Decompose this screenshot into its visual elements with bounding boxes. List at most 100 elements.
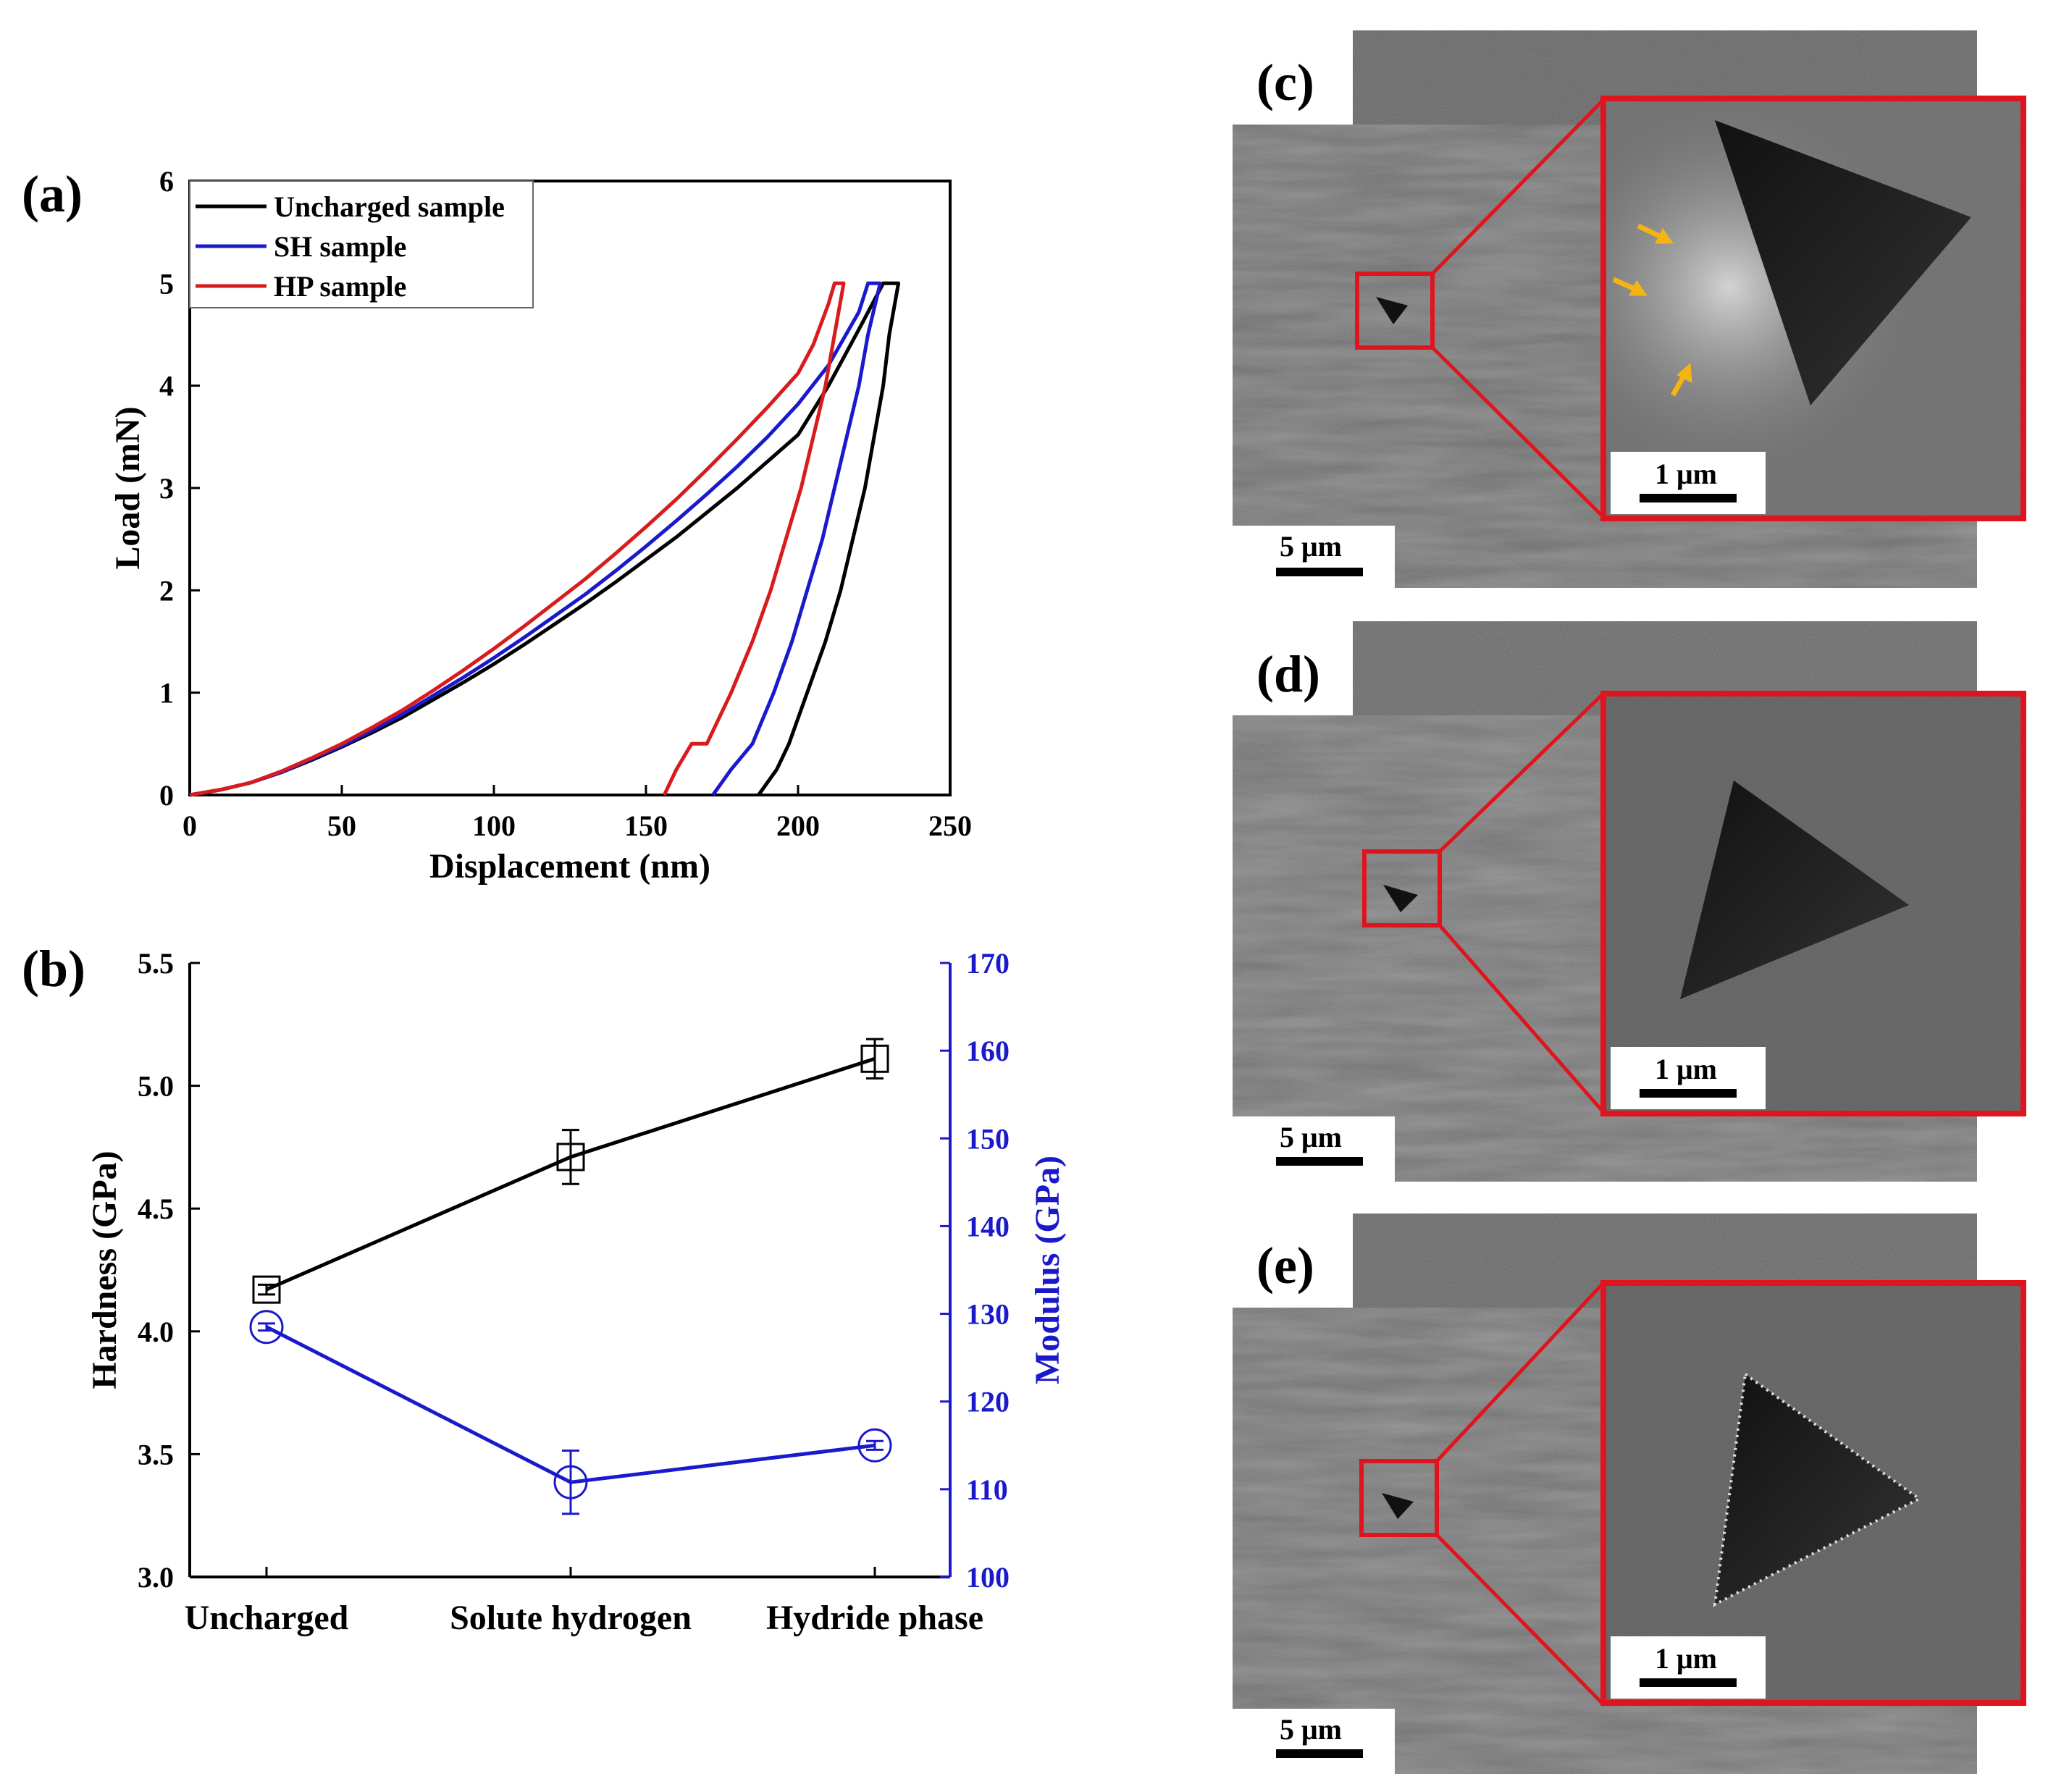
a-xtick-label-0: 0 — [182, 809, 197, 842]
panel-a-xlabel: Displacement (nm) — [429, 847, 710, 886]
sem-grain-c2 — [1233, 125, 1353, 588]
b-left-tick-label-2: 4.0 — [138, 1316, 174, 1348]
arrow-c3-icon — [1676, 362, 1692, 383]
scalebar-e-main-bg — [1233, 1709, 1395, 1774]
zoom-line-e1 — [1435, 1282, 1605, 1463]
a-curve-uncharged — [189, 281, 901, 797]
b-left-tick-label-5: 5.5 — [138, 947, 174, 980]
b-left-tick-label-4: 5.0 — [138, 1070, 174, 1103]
indent-d — [1383, 885, 1418, 912]
indent-c — [1376, 297, 1408, 324]
scalebar-d-inset-label: 1 μm — [1655, 1053, 1717, 1085]
panel-a-label: (a) — [22, 165, 83, 223]
b-point-modulus-0 — [249, 1310, 284, 1345]
legend-label-sh: SH sample — [274, 230, 406, 263]
arrow-c1-icon — [1655, 228, 1674, 244]
b-point-hardness-1 — [556, 1143, 585, 1171]
a-ytick-label-6: 6 — [159, 165, 174, 198]
indent-d-inset — [1680, 781, 1909, 999]
scalebar-d-inset-bg — [1611, 1047, 1766, 1109]
b-point-modulus-2 — [857, 1428, 892, 1463]
panel-b-left-label: Hardness (GPa) — [85, 1151, 124, 1389]
a-ytick-label-0: 0 — [159, 779, 174, 812]
a-curve-hp — [189, 281, 846, 797]
a-ytick-label-1: 1 — [159, 677, 174, 710]
a-xtick-label-1: 50 — [327, 809, 356, 842]
zoom-line-d2 — [1438, 924, 1605, 1114]
b-left-tick-label-1: 3.5 — [138, 1438, 174, 1471]
scalebar-d-main-label: 5 μm — [1280, 1121, 1342, 1153]
zoom-line-d1 — [1438, 692, 1605, 853]
b-category-label-0: Uncharged — [185, 1599, 349, 1637]
panel-b-series — [249, 1038, 892, 1515]
inset-c-border — [1600, 96, 2026, 521]
scalebar-e-main-label: 5 μm — [1280, 1713, 1342, 1746]
b-right-tick-label-0: 100 — [966, 1561, 1010, 1594]
scalebar-e-main-bar — [1276, 1749, 1363, 1758]
panel-e-label: (e) — [1256, 1237, 1314, 1295]
roi-box-e — [1359, 1459, 1439, 1537]
roi-box-d — [1362, 849, 1442, 927]
b-right-tick-label-6: 160 — [966, 1035, 1010, 1067]
b-category-label-1: Solute hydrogen — [450, 1599, 692, 1637]
b-left-tick-label-0: 3.0 — [138, 1561, 174, 1594]
panel-a-curves — [189, 281, 901, 797]
panel-a-ylabel: Load (mN) — [109, 406, 147, 569]
scalebar-c-inset-bg — [1611, 452, 1766, 514]
b-left-tick-label-3: 4.5 — [138, 1192, 174, 1225]
a-curve-sh — [189, 281, 882, 797]
inset-d-border — [1600, 691, 2026, 1116]
a-xtick-label-2: 100 — [472, 809, 516, 842]
zoom-line-c1 — [1431, 98, 1605, 275]
b-point-hardness-2 — [860, 1044, 889, 1073]
inset-e-border — [1600, 1280, 2026, 1706]
scalebar-c-main-label: 5 μm — [1280, 530, 1342, 563]
a-xtick-label-3: 150 — [624, 809, 668, 842]
a-xtick-label-5: 250 — [928, 809, 972, 842]
a-ytick-label-5: 5 — [159, 267, 174, 300]
a-ytick-label-4: 4 — [159, 370, 174, 403]
legend-label-hp: HP sample — [274, 270, 406, 303]
a-ytick-label-3: 3 — [159, 472, 174, 505]
b-point-hardness-0 — [252, 1275, 281, 1304]
panel-b-right-label: Modulus (GPa) — [1028, 1156, 1067, 1384]
roi-box-c — [1355, 272, 1435, 350]
b-right-tick-label-1: 110 — [966, 1473, 1008, 1506]
panel-a: (a) 0 50 100 150 200 250 0 1 2 3 4 5 6 Displacement … — [22, 165, 972, 886]
panel-b-label: (b) — [22, 940, 85, 998]
scalebar-d-main-bg — [1233, 1116, 1395, 1182]
arrow-c2-icon — [1629, 280, 1648, 296]
arrows-c — [1612, 223, 1692, 397]
sem-grain-e2 — [1233, 1308, 1353, 1774]
panel-a-legend: Uncharged sample SH sample HP sample — [189, 180, 534, 308]
panel-b-ticks: 3.0 3.5 4.0 4.5 5.0 5.5 100 110 120 130 140 150 160 1… — [138, 947, 1010, 1637]
panel-d-label: (d) — [1256, 645, 1320, 703]
b-point-modulus-1 — [553, 1465, 588, 1499]
scalebar-e-inset-bar — [1640, 1678, 1737, 1687]
scalebar-c-main-bg — [1233, 526, 1395, 588]
indent-c-inset — [1715, 120, 1971, 405]
panel-d: (d) 5 μm 1 μm — [1233, 621, 2026, 1182]
panel-c-label: (c) — [1256, 54, 1314, 112]
b-right-tick-label-7: 170 — [966, 947, 1010, 980]
panel-e: (e) 5 μm 1 μm — [1233, 1213, 2026, 1774]
zoom-line-c2 — [1431, 346, 1605, 518]
b-category-label-2: Hydride phase — [766, 1599, 983, 1637]
scalebar-d-main-bar — [1276, 1157, 1363, 1166]
b-right-tick-label-2: 120 — [966, 1386, 1010, 1418]
a-ytick-label-2: 2 — [159, 574, 174, 607]
scalebar-d-inset-bar — [1640, 1089, 1737, 1098]
scalebar-c-inset-bar — [1640, 494, 1737, 502]
panel-a-ticks: 0 50 100 150 200 250 0 1 2 3 4 5 6 — [159, 165, 972, 842]
sem-grain-d2 — [1233, 715, 1353, 1182]
panel-b: (b) 3.0 3.5 4.0 4.5 5.0 5.5 100 110 120 130 140 150… — [22, 940, 1067, 1637]
scalebar-c-main-bar — [1276, 568, 1363, 576]
a-xtick-label-4: 200 — [776, 809, 820, 842]
scalebar-e-inset-label: 1 μm — [1655, 1642, 1717, 1675]
indent-e-inset — [1713, 1371, 1922, 1607]
b-right-tick-label-3: 130 — [966, 1298, 1010, 1331]
scalebar-e-inset-bg — [1611, 1636, 1766, 1699]
panel-c: (c) 5 μm 1 μm — [1233, 30, 2026, 588]
zoom-line-e2 — [1435, 1534, 1605, 1706]
